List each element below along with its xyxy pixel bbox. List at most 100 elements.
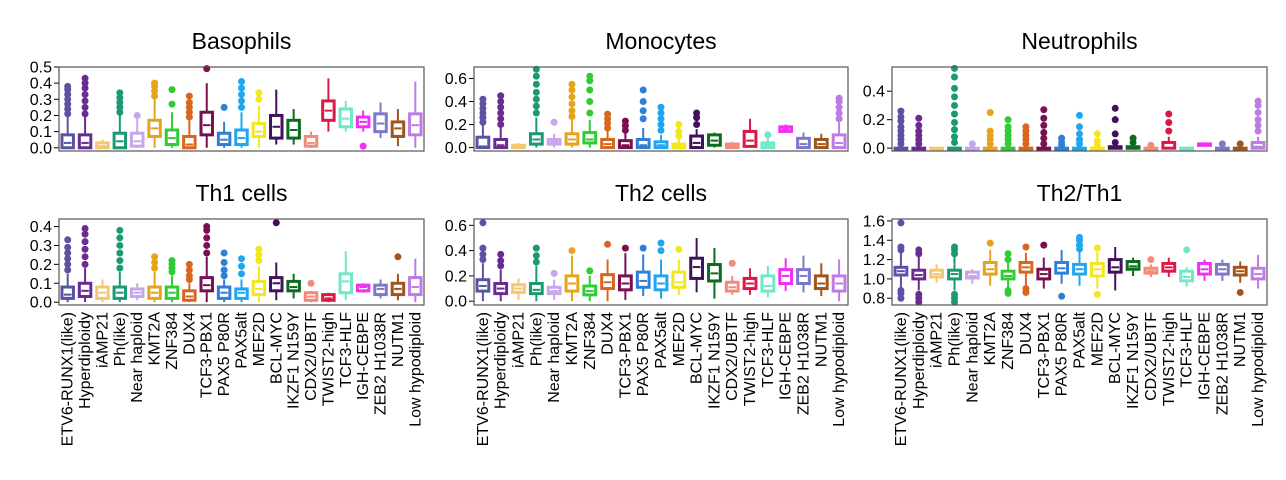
outlier-point [1147,256,1155,264]
outlier-point [497,109,505,117]
panel-monocytes: Monocytes 0.0 0.2 0.4 0.6 [445,28,849,157]
box-iqr [1107,258,1123,274]
outlier-point [1004,116,1012,124]
outlier-point [238,103,245,111]
outlier-point [116,249,124,257]
outlier-point [1147,141,1155,149]
box-near-haploid [964,269,980,284]
outlier-point [64,249,72,257]
box-iqr [671,270,687,289]
outlier-point [1165,119,1173,127]
box-nutm1 [390,109,406,147]
outlier-point [1218,140,1226,148]
outlier-point [151,87,159,95]
outlier-point [604,110,612,118]
outlier-point [1254,116,1262,124]
outlier-point [657,121,665,129]
category-label: PAX5alt [234,311,251,368]
box-hyperdiploidy [493,250,509,302]
outlier-point [986,239,994,247]
box-pax5-p80r [1054,134,1070,152]
panel-title: Th1 cells [195,180,287,206]
outlier-point [64,260,72,268]
box-kmt2a [147,79,162,148]
outlier-point [986,109,994,117]
outlier-point [203,241,211,249]
outlier-point [897,113,905,121]
outlier-point [116,99,124,107]
outlier-point [1254,127,1262,135]
outlier-point [185,113,193,121]
category-label: PAX5 P80R [635,312,652,396]
outlier-point [81,74,89,82]
box-igh-cebpe [778,124,794,133]
outlier-point [497,257,505,265]
outlier-point [497,98,505,106]
outlier-point [968,140,976,148]
outlier-point [1111,104,1119,112]
box-iamp21 [511,278,526,300]
outlier-point [897,287,905,295]
category-label: NUTM1 [813,312,830,367]
box-cdx2-ubtf [303,131,319,148]
panel-basophils: Basophils 0.00.10.20.30.40.5 [30,28,425,157]
outlier-point [915,246,923,254]
outlier-point [639,115,647,123]
y-tick-label: 1.6 [863,213,885,230]
box-znf384 [582,72,598,148]
category-label: iAMP21 [94,312,111,368]
outlier-point [81,79,89,87]
outlier-point [116,257,124,265]
box-iqr [338,272,354,295]
box-tcf3-pbx1 [199,65,214,148]
outlier-point [675,245,683,253]
category-label: Low hypodiploid [1250,312,1267,427]
box-zeb2-h1038r [373,102,388,139]
outlier-point [1254,109,1262,117]
outlier-point [951,101,958,109]
outlier-point [915,121,923,129]
outlier-point [951,84,958,92]
category-label: NUTM1 [1232,312,1249,367]
outlier-point [915,127,923,135]
box-igh-cebpe [355,283,371,293]
y-tick-label: 0.2 [863,112,885,129]
outlier-point [568,107,576,115]
outlier-point [1254,97,1262,105]
outlier-point [835,103,843,111]
box-znf384 [1000,116,1016,152]
box-iqr [60,133,75,150]
outlier-point [1040,121,1048,129]
outlier-point [568,247,576,255]
category-label: TCF3-PBX1 [1036,312,1053,398]
box-tcf3-hlf [338,100,354,132]
category-label: iAMP21 [511,312,528,368]
outlier-point [657,126,665,134]
box-zeb2-h1038r [796,255,811,293]
outlier-point [1022,123,1030,131]
outlier-point [203,65,211,73]
outlier-point [693,121,701,129]
outlier-point [897,107,905,115]
outlier-point [168,100,176,108]
outlier-point [1236,288,1244,296]
outlier-point [1076,136,1083,144]
outlier-point [1058,134,1066,142]
box-iqr [760,274,776,293]
outlier-point [639,244,647,252]
box-mef2d [671,245,687,295]
box-hyperdiploidy [77,224,93,303]
y-tick-label: 0.0 [445,140,467,157]
box-iqr [689,134,704,150]
axes-frame [891,66,1268,152]
outlier-point [835,109,843,117]
outlier-point [81,230,89,238]
outlier-point [675,121,683,129]
box-kmt2a [982,239,998,286]
outlier-point [568,100,576,108]
box-iqr [251,122,267,138]
outlier-point [568,86,576,94]
outlier-point [479,219,487,227]
outlier-point [1004,287,1012,295]
box-ph-like- [947,243,962,306]
